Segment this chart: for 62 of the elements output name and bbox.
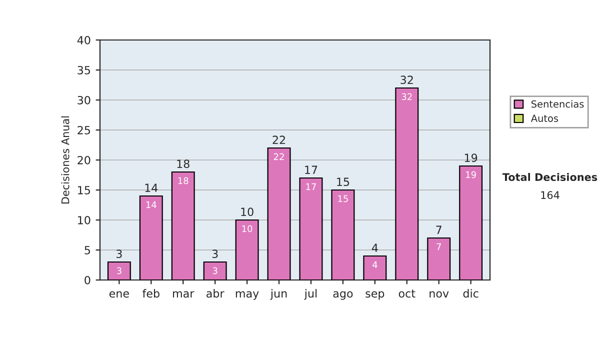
total-label: 7 bbox=[436, 226, 442, 234]
x-tick-label: nov bbox=[430, 291, 449, 298]
data-label: 15 bbox=[338, 195, 348, 202]
total-label: 10 bbox=[241, 208, 254, 216]
bar bbox=[331, 189, 355, 280]
y-tick-label: 10 bbox=[78, 216, 90, 224]
total-label: 18 bbox=[177, 160, 190, 168]
data-label: 3 bbox=[116, 267, 122, 274]
y-tick-label: 15 bbox=[78, 186, 90, 194]
x-tick-label: mar bbox=[173, 291, 194, 298]
x-tick-label: dic bbox=[463, 289, 478, 298]
data-label: 18 bbox=[178, 177, 188, 184]
data-label: 22 bbox=[274, 153, 284, 160]
x-tick-label: may bbox=[236, 291, 259, 300]
x-tick-label: feb bbox=[142, 289, 160, 298]
y-tick-label: 40 bbox=[77, 36, 90, 44]
x-tick-label: abr bbox=[206, 289, 224, 298]
x-tick-label: jul bbox=[304, 289, 317, 300]
y-tick-label: 0 bbox=[84, 276, 90, 284]
total-label: 15 bbox=[337, 178, 350, 186]
data-label: 10 bbox=[242, 225, 252, 232]
y-tick-label: 30 bbox=[78, 96, 90, 104]
data-label: 14 bbox=[146, 201, 156, 208]
bar bbox=[107, 261, 131, 280]
bar bbox=[459, 165, 483, 280]
x-tick-label: oct bbox=[398, 290, 416, 298]
data-label: 3 bbox=[212, 267, 218, 274]
y-tick-label: 5 bbox=[84, 246, 90, 254]
x-tick-label: jun bbox=[270, 289, 287, 300]
x-tick-label: ene bbox=[109, 291, 129, 298]
total-label: 32 bbox=[400, 76, 413, 84]
bar bbox=[395, 87, 419, 280]
x-tick-label: ago bbox=[333, 291, 353, 300]
data-label: 17 bbox=[306, 183, 316, 190]
total-label: 17 bbox=[305, 166, 318, 174]
bar bbox=[299, 177, 323, 280]
total-label: 3 bbox=[116, 250, 122, 258]
y-axis-title: Decisiones Anual bbox=[61, 116, 70, 204]
bar bbox=[235, 219, 259, 280]
total-label: 14 bbox=[145, 184, 158, 192]
bar bbox=[203, 261, 227, 280]
total-label: 3 bbox=[212, 250, 218, 258]
data-label: 32 bbox=[402, 93, 412, 100]
bar bbox=[363, 255, 387, 280]
total-label: 19 bbox=[464, 154, 478, 162]
bar bbox=[139, 195, 163, 280]
text: 164 bbox=[541, 191, 560, 200]
y-tick-label: 20 bbox=[78, 156, 90, 164]
total-label: 4 bbox=[372, 244, 378, 252]
data-label: 4 bbox=[372, 261, 378, 268]
bar bbox=[427, 237, 451, 280]
bar bbox=[267, 147, 291, 280]
data-label: 7 bbox=[436, 243, 441, 250]
legend-label: Sentencias bbox=[532, 100, 584, 108]
y-tick-label: 25 bbox=[78, 126, 90, 134]
y-tick-label: 35 bbox=[78, 66, 90, 74]
x-tick-label: sep bbox=[366, 291, 384, 300]
bar bbox=[171, 171, 195, 280]
total-label: 22 bbox=[272, 136, 285, 144]
text: Total Decisiones bbox=[502, 172, 598, 182]
legend-label: Autos bbox=[530, 114, 558, 122]
data-label: 19 bbox=[466, 171, 476, 178]
